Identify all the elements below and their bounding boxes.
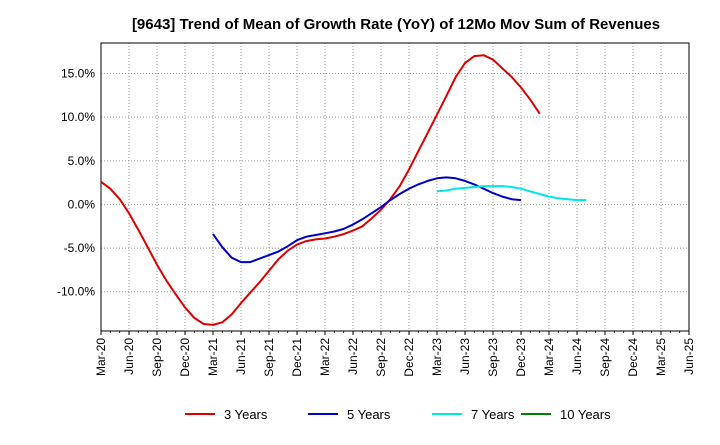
series-lines [100, 54, 587, 326]
legend-label-5-years: 5 Years [347, 407, 391, 422]
legend-label-7-years: 7 Years [471, 407, 515, 422]
x-tick-label: Sep-20 [150, 338, 164, 377]
x-tick-label: Sep-22 [374, 338, 388, 377]
x-tick-label: Sep-24 [598, 338, 612, 377]
y-tick-label: -5.0% [64, 241, 96, 255]
y-tick-label: 5.0% [68, 154, 96, 168]
x-tick-label: Mar-20 [94, 338, 108, 376]
x-tick-label: Mar-23 [430, 338, 444, 376]
x-tick-label: Dec-23 [514, 338, 528, 377]
chart-title: [9643] Trend of Mean of Growth Rate (YoY… [132, 16, 660, 33]
x-tick-label: Jun-25 [682, 338, 696, 375]
x-tick-label: Mar-22 [318, 338, 332, 376]
series-line-7-years [436, 185, 587, 202]
legend: 3 Years 5 Years 7 Years 10 Years [185, 407, 611, 422]
x-tick-label: Dec-20 [178, 338, 192, 377]
x-tick-label: Jun-24 [570, 338, 584, 375]
x-tick-label: Dec-24 [626, 338, 640, 377]
y-tick-label: -10.0% [57, 285, 95, 299]
y-tick-label: 0.0% [68, 197, 96, 211]
series-line-3-years [100, 54, 541, 326]
legend-label-10-years: 10 Years [560, 407, 611, 422]
y-tick-label: 10.0% [61, 110, 95, 124]
x-tick-label: Jun-23 [458, 338, 472, 375]
series-line-5-years [212, 176, 522, 264]
x-tick-label: Mar-21 [206, 338, 220, 376]
plot-area [101, 43, 689, 331]
grid-lines [101, 43, 689, 331]
x-tick-label: Dec-21 [290, 338, 304, 377]
x-tick-label: Jun-22 [346, 338, 360, 375]
x-tick-label: Sep-21 [262, 338, 276, 377]
y-tick-label: 15.0% [61, 67, 95, 81]
x-tick-label: Sep-23 [486, 338, 500, 377]
x-tick-label: Mar-25 [654, 338, 668, 376]
axes: 15.0% 10.0% 5.0% 0.0% -5.0% -10.0% Mar-20 Jun-2… [57, 42, 696, 377]
x-tick-label: Jun-21 [234, 338, 248, 375]
x-tick-label: Jun-20 [122, 338, 136, 375]
x-tick-label: Dec-22 [402, 338, 416, 377]
x-tick-label: Mar-24 [542, 338, 556, 376]
legend-label-3-years: 3 Years [224, 407, 268, 422]
plot-frame [100, 42, 690, 332]
